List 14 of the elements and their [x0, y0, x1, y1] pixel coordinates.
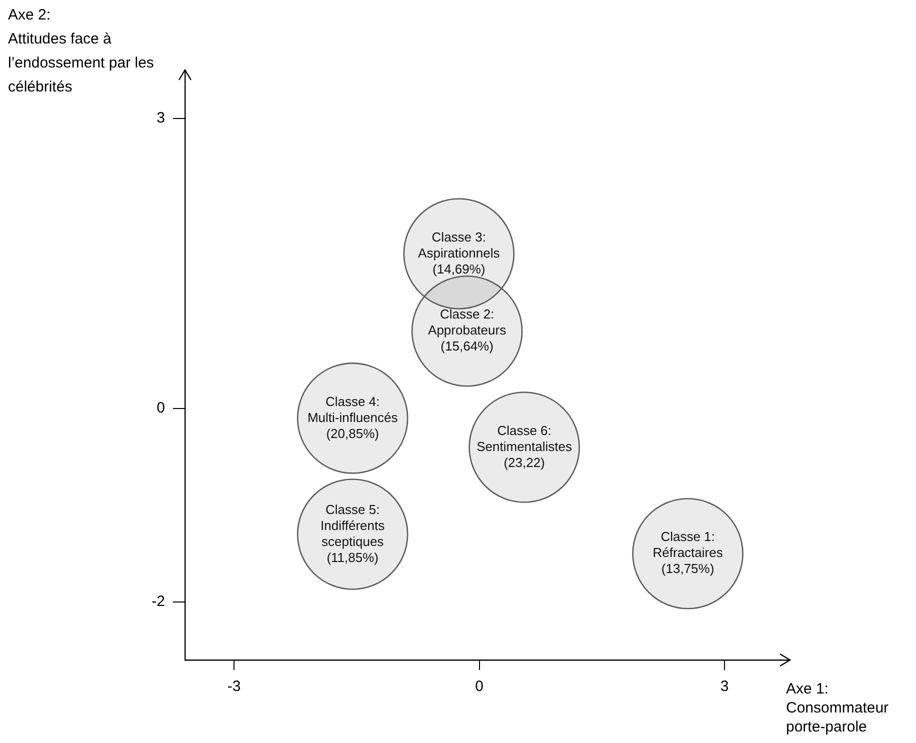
- x-axis-title: Axe 1: Consommateur porte-parole: [786, 680, 889, 736]
- y-tick-label: 3: [156, 110, 165, 126]
- y-tick-label: -2: [152, 593, 165, 610]
- series-label: Classe 1: Réfractaires (13,75%): [652, 529, 724, 576]
- series-label: Classe 6: Sentimentalistes (23,22): [476, 422, 572, 470]
- series-label: Classe 2: Approbateurs (15,64%): [428, 306, 507, 354]
- series-label: Classe 5: Indifférents sceptiques (11,85%): [320, 502, 386, 565]
- x-tick-label: 0: [475, 678, 484, 696]
- series-label: Classe 3: Aspirationnels (14,69%): [418, 229, 500, 276]
- x-tick-label: 3: [720, 678, 729, 696]
- x-tick-label: -3: [227, 678, 241, 696]
- y-tick-label: 0: [156, 400, 165, 417]
- series-label: Classe 4: Multi-influencés (20,85%): [307, 394, 398, 441]
- y-axis-title: Axe 2: Attitudes face à l’endossement par les célébrités: [8, 6, 154, 96]
